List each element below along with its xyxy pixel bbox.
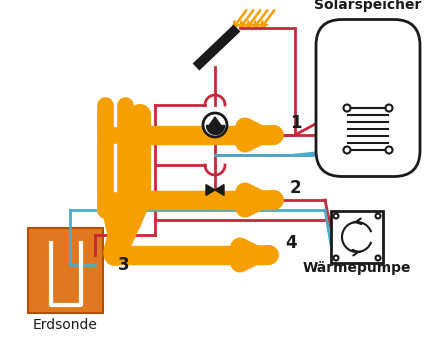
Text: 4: 4 — [285, 234, 296, 252]
Circle shape — [343, 146, 351, 154]
Circle shape — [203, 113, 227, 137]
Circle shape — [375, 213, 381, 218]
Text: Solarspeicher: Solarspeicher — [314, 0, 422, 11]
Polygon shape — [28, 228, 103, 313]
Polygon shape — [208, 117, 222, 127]
Circle shape — [343, 105, 351, 111]
Circle shape — [385, 146, 392, 154]
Polygon shape — [331, 211, 383, 263]
Text: 3: 3 — [118, 256, 130, 274]
Polygon shape — [206, 185, 215, 195]
Circle shape — [333, 213, 339, 218]
Polygon shape — [215, 185, 224, 195]
Text: Wärmepumpe: Wärmepumpe — [303, 261, 411, 275]
Text: 2: 2 — [290, 179, 302, 197]
Circle shape — [333, 256, 339, 261]
FancyBboxPatch shape — [316, 20, 420, 176]
Circle shape — [385, 105, 392, 111]
Text: 1: 1 — [290, 114, 302, 132]
Text: Erdsonde: Erdsonde — [33, 318, 98, 332]
Circle shape — [375, 256, 381, 261]
